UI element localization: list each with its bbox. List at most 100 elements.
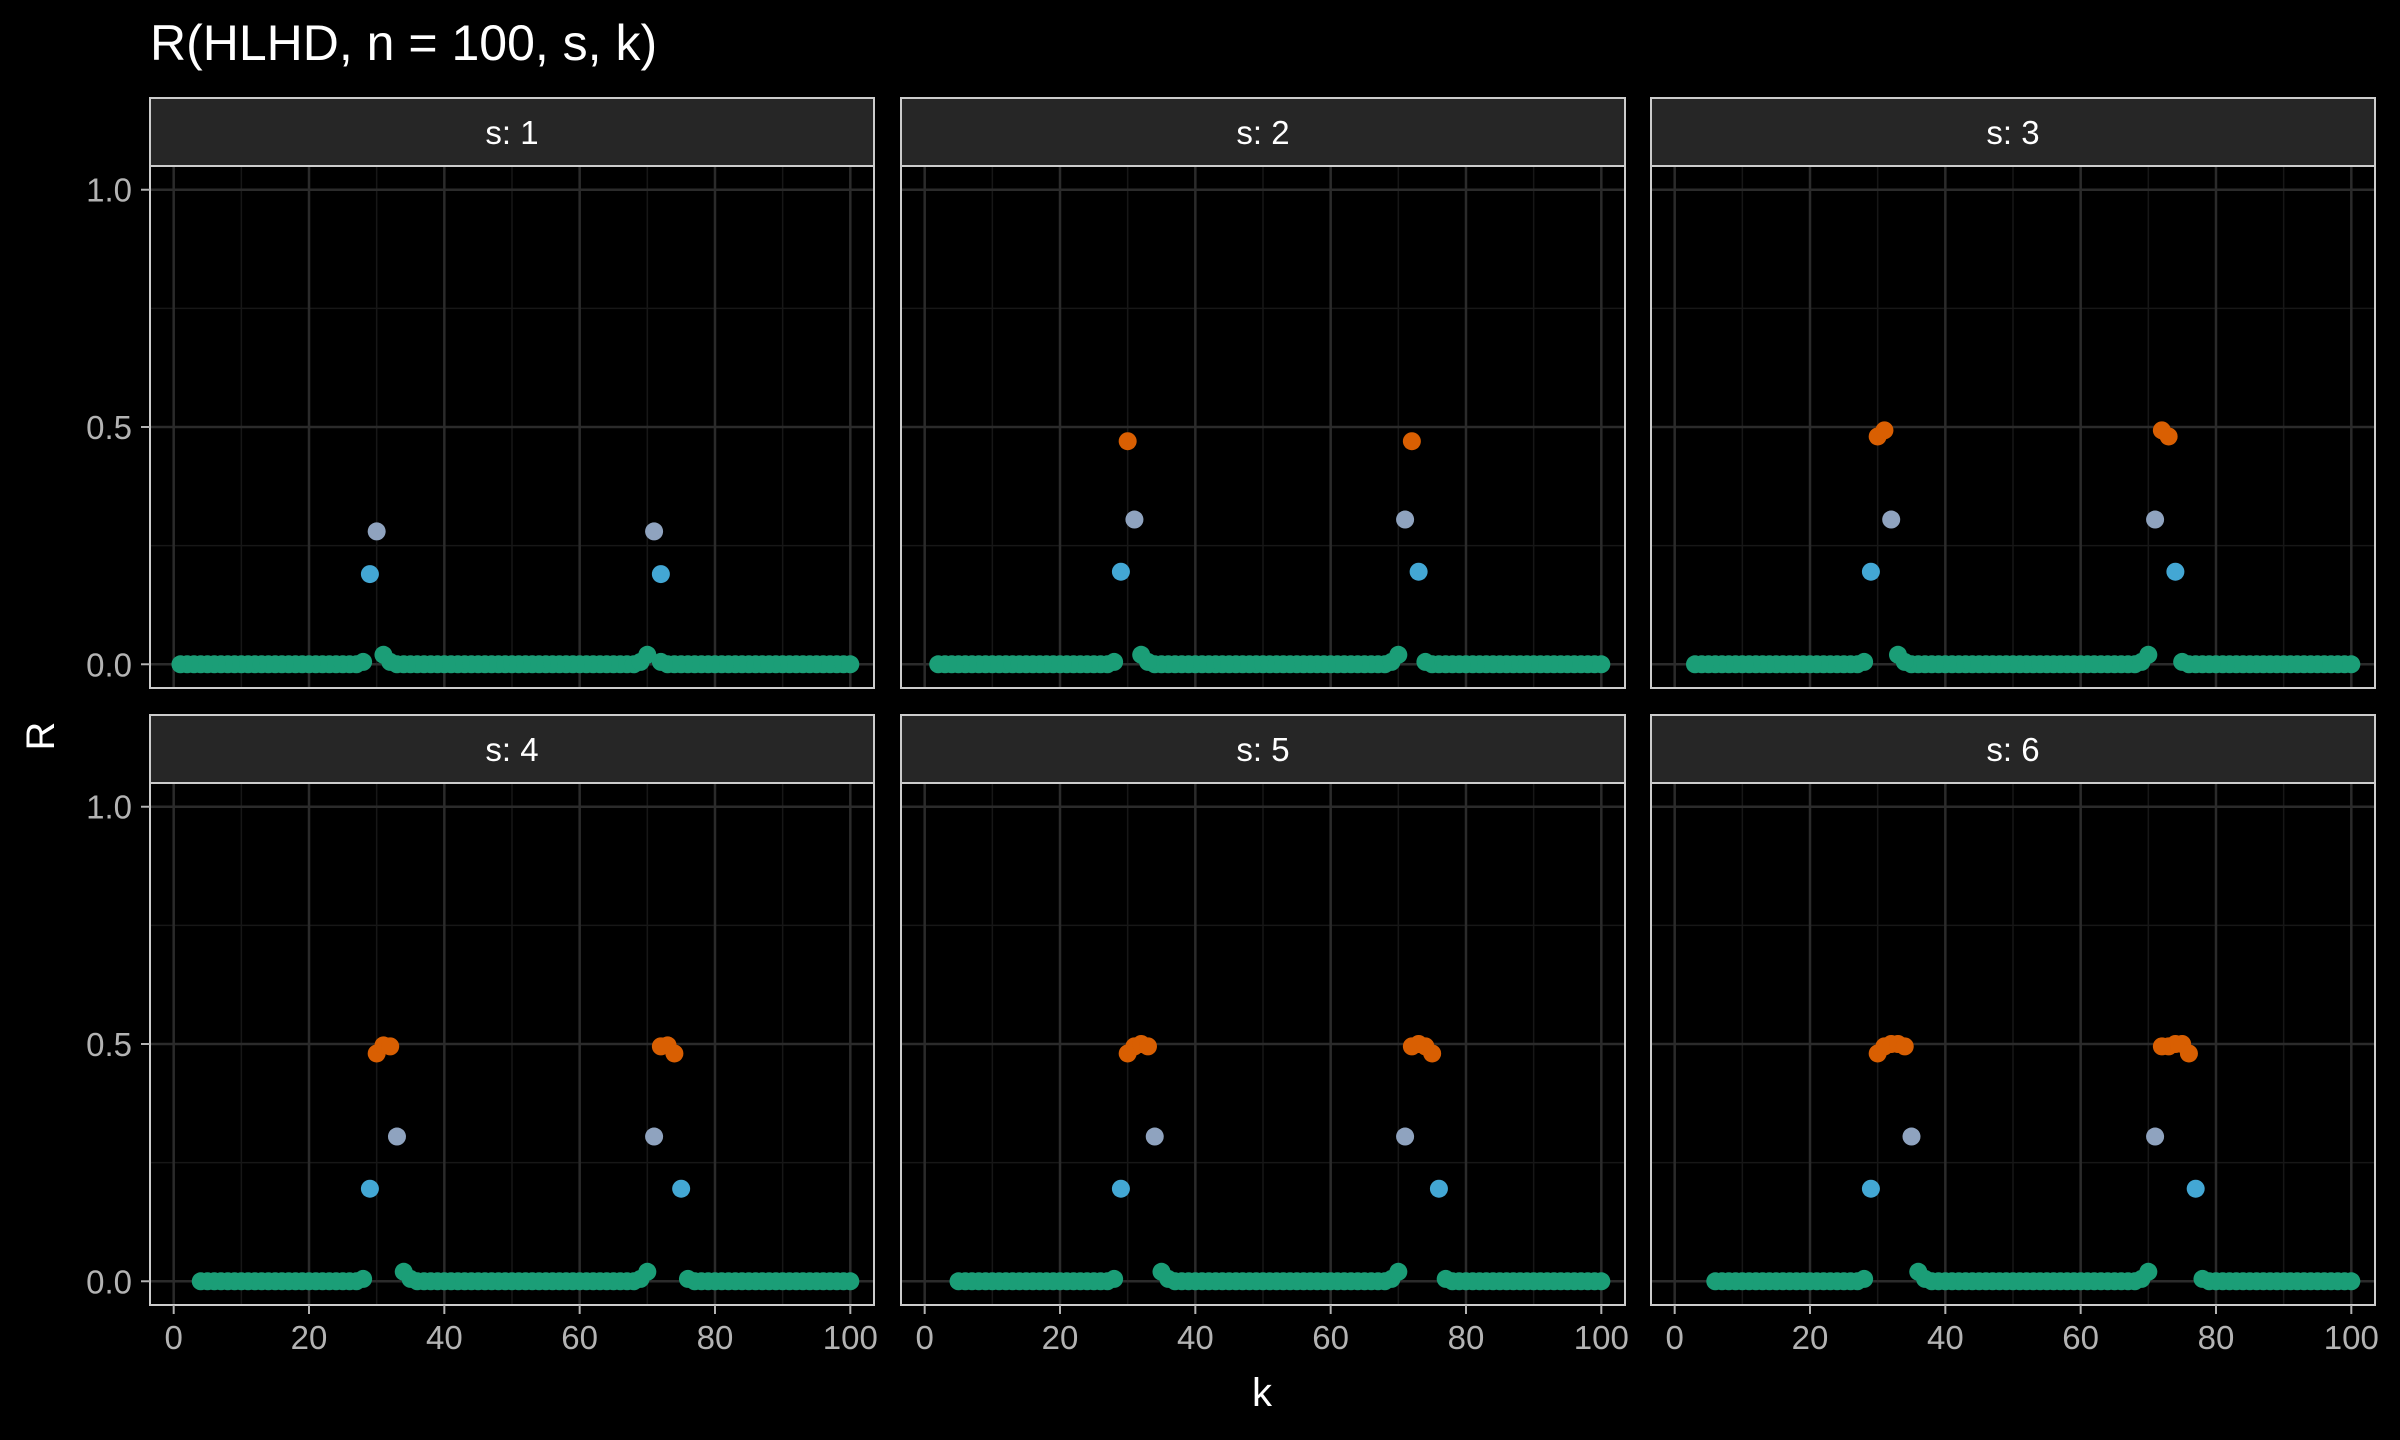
data-point (645, 1127, 664, 1146)
data-point (1105, 652, 1124, 671)
data-point (1861, 562, 1880, 581)
x-tick-label: 40 (426, 1319, 463, 1356)
data-point (1389, 1262, 1408, 1281)
data-point (651, 565, 670, 584)
x-tick-label: 100 (1574, 1319, 1629, 1356)
x-tick-label: 20 (1042, 1319, 1079, 1356)
data-point (1875, 421, 1894, 440)
data-point (2193, 1269, 2212, 1288)
data-point (1389, 645, 1408, 664)
facet-panels: s: 1 0.0 0.5 1.0 s: 2 s: 3 s: 4 0.0 0.5 1.0 0 20 40 6… (86, 97, 2379, 1356)
x-tick-label: 100 (823, 1319, 878, 1356)
data-point (638, 645, 657, 664)
data-point (1111, 1179, 1130, 1198)
data-point (360, 565, 379, 584)
y-tick-label: 1.0 (86, 789, 132, 826)
facet-strip-label: s: 6 (1986, 731, 2039, 768)
data-point (1396, 1127, 1415, 1146)
x-tick-label: 40 (1177, 1319, 1214, 1356)
data-point (2152, 1037, 2171, 1056)
data-point (678, 1269, 697, 1288)
data-point (672, 1179, 691, 1198)
x-tick-label: 80 (2198, 1319, 2235, 1356)
facet-panel-2: s: 2 (900, 97, 1626, 689)
x-tick-label: 0 (165, 1319, 183, 1356)
data-point (367, 522, 386, 541)
data-point (1861, 1179, 1880, 1198)
facet-panel-4: s: 4 0.0 0.5 1.0 0 20 40 60 80 100 (86, 714, 878, 1356)
facet-strip-label: s: 4 (485, 731, 538, 768)
facet-strip-label: s: 2 (1236, 114, 1289, 151)
x-tick-label: 0 (1666, 1319, 1684, 1356)
data-point (360, 1179, 379, 1198)
data-point (2139, 645, 2158, 664)
x-tick-label: 60 (2062, 1319, 2099, 1356)
data-point (841, 655, 860, 674)
data-point (1436, 1269, 1455, 1288)
x-tick-label: 80 (697, 1319, 734, 1356)
data-point (651, 652, 670, 671)
x-tick-label: 20 (1792, 1319, 1829, 1356)
data-point (841, 1272, 860, 1291)
y-tick-label: 0.0 (86, 1263, 132, 1300)
data-point (1855, 652, 1874, 671)
data-point (2166, 562, 2185, 581)
data-point (2146, 1127, 2165, 1146)
data-point (1138, 1037, 1157, 1056)
data-point (1882, 510, 1901, 529)
facet-strip-label: s: 1 (485, 114, 538, 151)
data-point (1111, 562, 1130, 581)
data-point (1895, 652, 1914, 671)
panel-border (900, 782, 1626, 1306)
y-tick-label: 0.0 (86, 646, 132, 683)
x-tick-label: 100 (2324, 1319, 2379, 1356)
panel-border (1650, 165, 2376, 689)
data-point (1138, 652, 1157, 671)
panel-border (1650, 782, 2376, 1306)
data-point (2342, 655, 2361, 674)
data-point (1145, 1127, 1164, 1146)
data-point (2139, 1262, 2158, 1281)
x-axis-title: k (1252, 1371, 1273, 1415)
chart-title: R(HLHD, n = 100, s, k) (150, 15, 657, 71)
facet-strip (149, 97, 875, 167)
facet-strip-label: s: 5 (1236, 731, 1289, 768)
data-point (1396, 510, 1415, 529)
y-tick-label: 0.5 (86, 409, 132, 446)
x-tick-label: 40 (1927, 1319, 1964, 1356)
facet-strip (900, 714, 1626, 784)
data-point (381, 652, 400, 671)
data-point (401, 1269, 420, 1288)
data-point (1125, 510, 1144, 529)
x-tick-label: 60 (1312, 1319, 1349, 1356)
data-point (645, 522, 664, 541)
x-tick-label: 0 (916, 1319, 934, 1356)
facet-panel-1: s: 1 0.0 0.5 1.0 (86, 97, 875, 689)
y-axis-title: R (19, 722, 63, 751)
x-tick-label: 60 (561, 1319, 598, 1356)
facet-panel-5: s: 5 0 20 40 60 80 100 (900, 714, 1629, 1356)
data-point (2146, 510, 2165, 529)
data-point (354, 1269, 373, 1288)
data-point (1855, 1269, 1874, 1288)
data-point (2179, 1044, 2198, 1063)
data-point (1916, 1269, 1935, 1288)
x-tick-label: 80 (1448, 1319, 1485, 1356)
data-point (1118, 432, 1137, 451)
panel-border (900, 165, 1626, 689)
data-point (1895, 1037, 1914, 1056)
data-point (1416, 652, 1435, 671)
y-tick-label: 0.5 (86, 1026, 132, 1063)
facet-panel-3: s: 3 (1650, 97, 2376, 689)
data-point (1592, 1272, 1611, 1291)
data-point (2342, 1272, 2361, 1291)
data-point (381, 1037, 400, 1056)
facet-panel-6: s: 6 0 20 40 60 80 100 (1650, 714, 2379, 1356)
data-point (1402, 432, 1421, 451)
data-point (1409, 562, 1428, 581)
data-point (1429, 1179, 1448, 1198)
data-point (638, 1262, 657, 1281)
data-point (354, 652, 373, 671)
data-point (1902, 1127, 1921, 1146)
